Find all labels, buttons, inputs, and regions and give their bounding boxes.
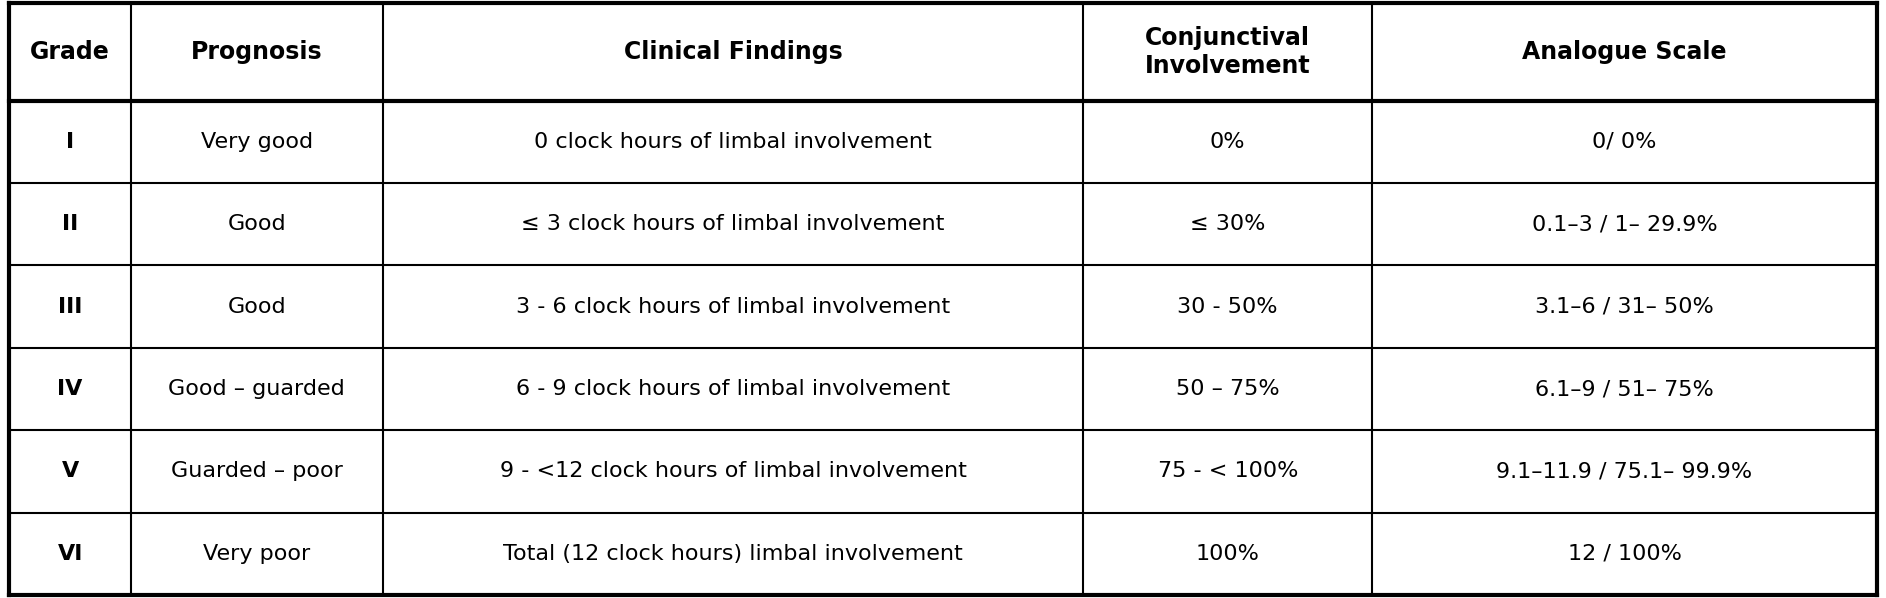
Text: ≤ 30%: ≤ 30% — [1190, 214, 1266, 234]
Text: Prognosis: Prognosis — [190, 40, 323, 64]
Text: I: I — [66, 132, 74, 152]
Text: III: III — [58, 297, 83, 317]
Text: 50 – 75%: 50 – 75% — [1177, 379, 1279, 399]
Text: 12 / 100%: 12 / 100% — [1567, 544, 1682, 564]
Text: 3 - 6 clock hours of limbal involvement: 3 - 6 clock hours of limbal involvement — [517, 297, 951, 317]
Text: Grade: Grade — [30, 40, 109, 64]
Text: Good: Good — [228, 214, 287, 234]
Text: Conjunctival
Involvement: Conjunctival Involvement — [1145, 26, 1311, 78]
Text: 0%: 0% — [1211, 132, 1245, 152]
Text: IV: IV — [57, 379, 83, 399]
Text: Very good: Very good — [200, 132, 313, 152]
Text: VI: VI — [57, 544, 83, 564]
Text: 0.1–3 / 1– 29.9%: 0.1–3 / 1– 29.9% — [1531, 214, 1718, 234]
Text: II: II — [62, 214, 77, 234]
Text: 6 - 9 clock hours of limbal involvement: 6 - 9 clock hours of limbal involvement — [517, 379, 951, 399]
Text: Good – guarded: Good – guarded — [168, 379, 345, 399]
Text: 3.1–6 / 31– 50%: 3.1–6 / 31– 50% — [1535, 297, 1714, 317]
Text: 9 - <12 clock hours of limbal involvement: 9 - <12 clock hours of limbal involvemen… — [500, 462, 966, 481]
Text: 0 clock hours of limbal involvement: 0 clock hours of limbal involvement — [534, 132, 932, 152]
Text: ≤ 3 clock hours of limbal involvement: ≤ 3 clock hours of limbal involvement — [521, 214, 945, 234]
Text: 6.1–9 / 51– 75%: 6.1–9 / 51– 75% — [1535, 379, 1714, 399]
Text: Total (12 clock hours) limbal involvement: Total (12 clock hours) limbal involvemen… — [504, 544, 964, 564]
Text: Analogue Scale: Analogue Scale — [1522, 40, 1728, 64]
Text: Very poor: Very poor — [204, 544, 311, 564]
Text: 9.1–11.9 / 75.1– 99.9%: 9.1–11.9 / 75.1– 99.9% — [1496, 462, 1752, 481]
Text: 100%: 100% — [1196, 544, 1260, 564]
Text: 0/ 0%: 0/ 0% — [1592, 132, 1656, 152]
Text: 30 - 50%: 30 - 50% — [1177, 297, 1279, 317]
Text: Clinical Findings: Clinical Findings — [624, 40, 843, 64]
Text: 75 - < 100%: 75 - < 100% — [1158, 462, 1298, 481]
Text: V: V — [62, 462, 79, 481]
Text: Good: Good — [228, 297, 287, 317]
Text: Guarded – poor: Guarded – poor — [172, 462, 343, 481]
